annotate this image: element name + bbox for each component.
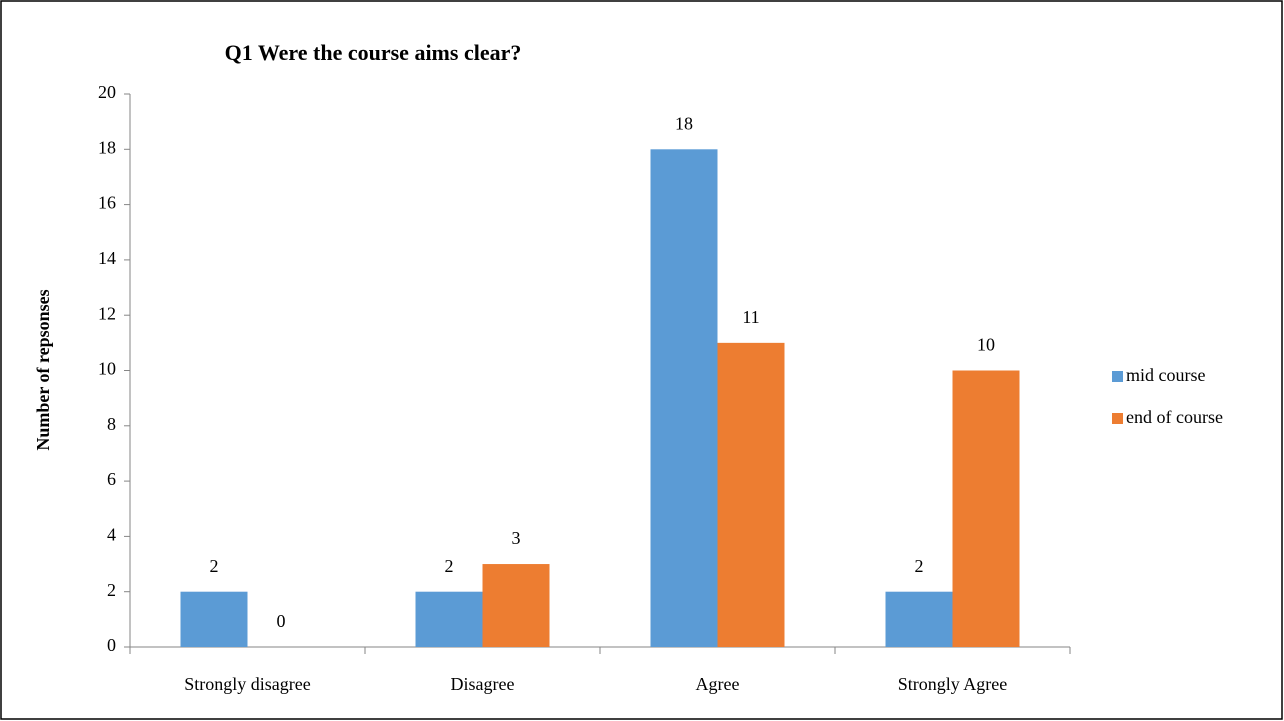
legend-swatch: [1112, 413, 1123, 424]
y-tick-label: 16: [98, 193, 116, 213]
data-label: 0: [277, 611, 286, 631]
x-tick-label: Disagree: [451, 674, 515, 694]
y-tick-label: 6: [107, 469, 116, 489]
y-tick-label: 12: [98, 303, 116, 323]
bar: [415, 591, 483, 647]
y-tick-label: 8: [107, 414, 116, 434]
y-tick-label: 4: [107, 525, 116, 545]
x-tick-label: Strongly disagree: [184, 674, 310, 694]
bar: [650, 149, 718, 648]
data-label: 11: [742, 307, 759, 327]
y-tick-label: 10: [98, 359, 116, 379]
y-axis-label: Number of repsonses: [33, 289, 53, 450]
data-label: 10: [977, 335, 995, 355]
data-label: 3: [512, 528, 521, 548]
bar: [885, 591, 953, 647]
y-tick-label: 2: [107, 580, 116, 600]
bar: [482, 564, 550, 647]
chart-title: Q1 Were the course aims clear?: [225, 40, 522, 65]
legend-label: end of course: [1126, 407, 1223, 427]
y-tick-label: 20: [98, 82, 116, 102]
data-label: 2: [210, 556, 219, 576]
x-tick-label: Strongly Agree: [898, 674, 1008, 694]
bar: [180, 591, 248, 647]
x-tick-label: Agree: [696, 674, 740, 694]
bar: [717, 342, 785, 647]
legend-label: mid course: [1126, 365, 1205, 385]
y-tick-label: 0: [107, 635, 116, 655]
data-label: 18: [675, 113, 693, 133]
bar: [952, 370, 1020, 647]
y-tick-label: 14: [98, 248, 116, 268]
data-label: 2: [445, 556, 454, 576]
legend-swatch: [1112, 371, 1123, 382]
y-tick-label: 18: [98, 137, 116, 157]
data-label: 2: [915, 556, 924, 576]
